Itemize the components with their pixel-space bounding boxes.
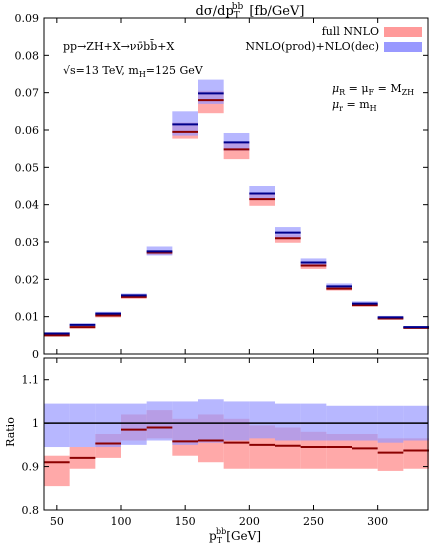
xlabel-main: p [209, 529, 217, 543]
top-frame [43, 17, 429, 355]
process-label: pp→ZH+X→νν̄bb̄+X [63, 40, 174, 53]
scale-mu-f-sub: F [369, 88, 375, 97]
ratio-band-prod-4 [146, 401, 173, 441]
chart-title-sub: T [234, 11, 240, 21]
ytick-label-9: 0.09 [15, 12, 40, 25]
ratio-frame [43, 357, 429, 511]
scale-label-1: μR = μF = MZH [332, 82, 414, 97]
ratio-band-nnlo-14 [403, 438, 429, 469]
ratio-band-prod-6 [198, 399, 224, 443]
chart-title-unit: [fb/GeV] [249, 4, 304, 19]
xlabel-sub: T [217, 536, 223, 545]
scale-mh-sub: H [370, 104, 377, 113]
xtick-label-2: 150 [175, 515, 196, 528]
ratio-band-prod-10 [300, 403, 327, 441]
xtick-label-0: 50 [50, 515, 64, 528]
legend-swatch-nnlo-prod [384, 42, 422, 52]
ratio-ytick-label-1: 0.9 [22, 461, 40, 474]
ytick-label-4: 0.04 [15, 199, 40, 212]
legend-swatch-full-nnlo [384, 27, 422, 37]
xlabel-sup: bb [216, 527, 226, 536]
ratio-band-prod-13 [377, 405, 404, 443]
ratio-band-prod-7 [223, 401, 250, 441]
ratio-band-prod-9 [275, 403, 301, 441]
scale-mzh: = M [374, 82, 401, 95]
ratio-band-prod-8 [249, 401, 275, 439]
ytick-label-1: 0.01 [15, 311, 40, 324]
scale-mzh-sub: ZH [402, 88, 415, 97]
ytick-label-7: 0.07 [15, 87, 40, 100]
ytick-label-5: 0.05 [15, 161, 40, 174]
ratio-ytick-label-0: 0.8 [22, 504, 40, 517]
xlabel-unit: [GeV] [226, 529, 261, 543]
ytick-label-8: 0.08 [15, 49, 40, 62]
legend: full NNLO NNLO(prod)+NLO(dec) [245, 25, 422, 53]
ratio-band-nnlo-13 [377, 438, 404, 471]
legend-label-nnlo-prod: NNLO(prod)+NLO(dec) [245, 40, 379, 53]
xtick-label-5: 300 [367, 515, 388, 528]
ytick-label-0: 0 [32, 348, 39, 361]
energy-label-sub: H [139, 70, 146, 79]
ratio-band-prod-2 [95, 403, 121, 448]
ytick-label-2: 0.02 [15, 273, 40, 286]
chart-title: dσ/dpTbb [fb/GeV] [196, 2, 305, 21]
xlabel: pTbb[GeV] [209, 527, 261, 545]
scale-label-2: μr = mH [332, 98, 377, 113]
ratio-band-prod-0 [44, 403, 70, 448]
scale-mu-r2: μ [332, 98, 339, 111]
xtick-label-4: 250 [303, 515, 324, 528]
xtick-label-1: 100 [111, 515, 132, 528]
ratio-band-nnlo-0 [44, 455, 70, 487]
xtick-label-3: 200 [239, 515, 260, 528]
ratio-ytick-label-3: 1.1 [22, 374, 40, 387]
scale-mu-r2-sub: r [339, 104, 343, 113]
ratio-band-prod-3 [121, 403, 147, 445]
ytick-label-6: 0.06 [15, 124, 40, 137]
chart-title-sup: bb [232, 2, 244, 12]
ratio-ylabel: Ratio [4, 417, 17, 447]
scale-mh: = m [343, 98, 370, 111]
main-panel: 0 0.01 0.02 0.03 0.04 0.05 0.06 0.07 0.08 0.09 [15, 12, 429, 361]
annotations: pp→ZH+X→νν̄bb̄+X √s=13 TeV, mH=125 GeV μ… [63, 40, 414, 113]
ratio-band-prod-1 [69, 403, 96, 448]
ratio-panel: 0.8 0.9 1 1.1 50 100 150 200 250 300 [22, 357, 429, 528]
ytick-label-3: 0.03 [15, 236, 40, 249]
scale-mu-r-sub: R [339, 88, 346, 97]
chart-title-main: dσ/dp [196, 4, 234, 19]
scale-mu-f: = μ [345, 82, 368, 95]
ratio-ytick-label-2: 1 [32, 417, 39, 430]
energy-label: √s=13 TeV, mH=125 GeV [63, 64, 204, 79]
energy-label-tail: =125 GeV [146, 64, 204, 77]
scale-mu-r: μ [332, 82, 339, 95]
energy-label-main: √s=13 TeV, m [63, 64, 139, 77]
legend-label-full-nnlo: full NNLO [322, 25, 379, 38]
